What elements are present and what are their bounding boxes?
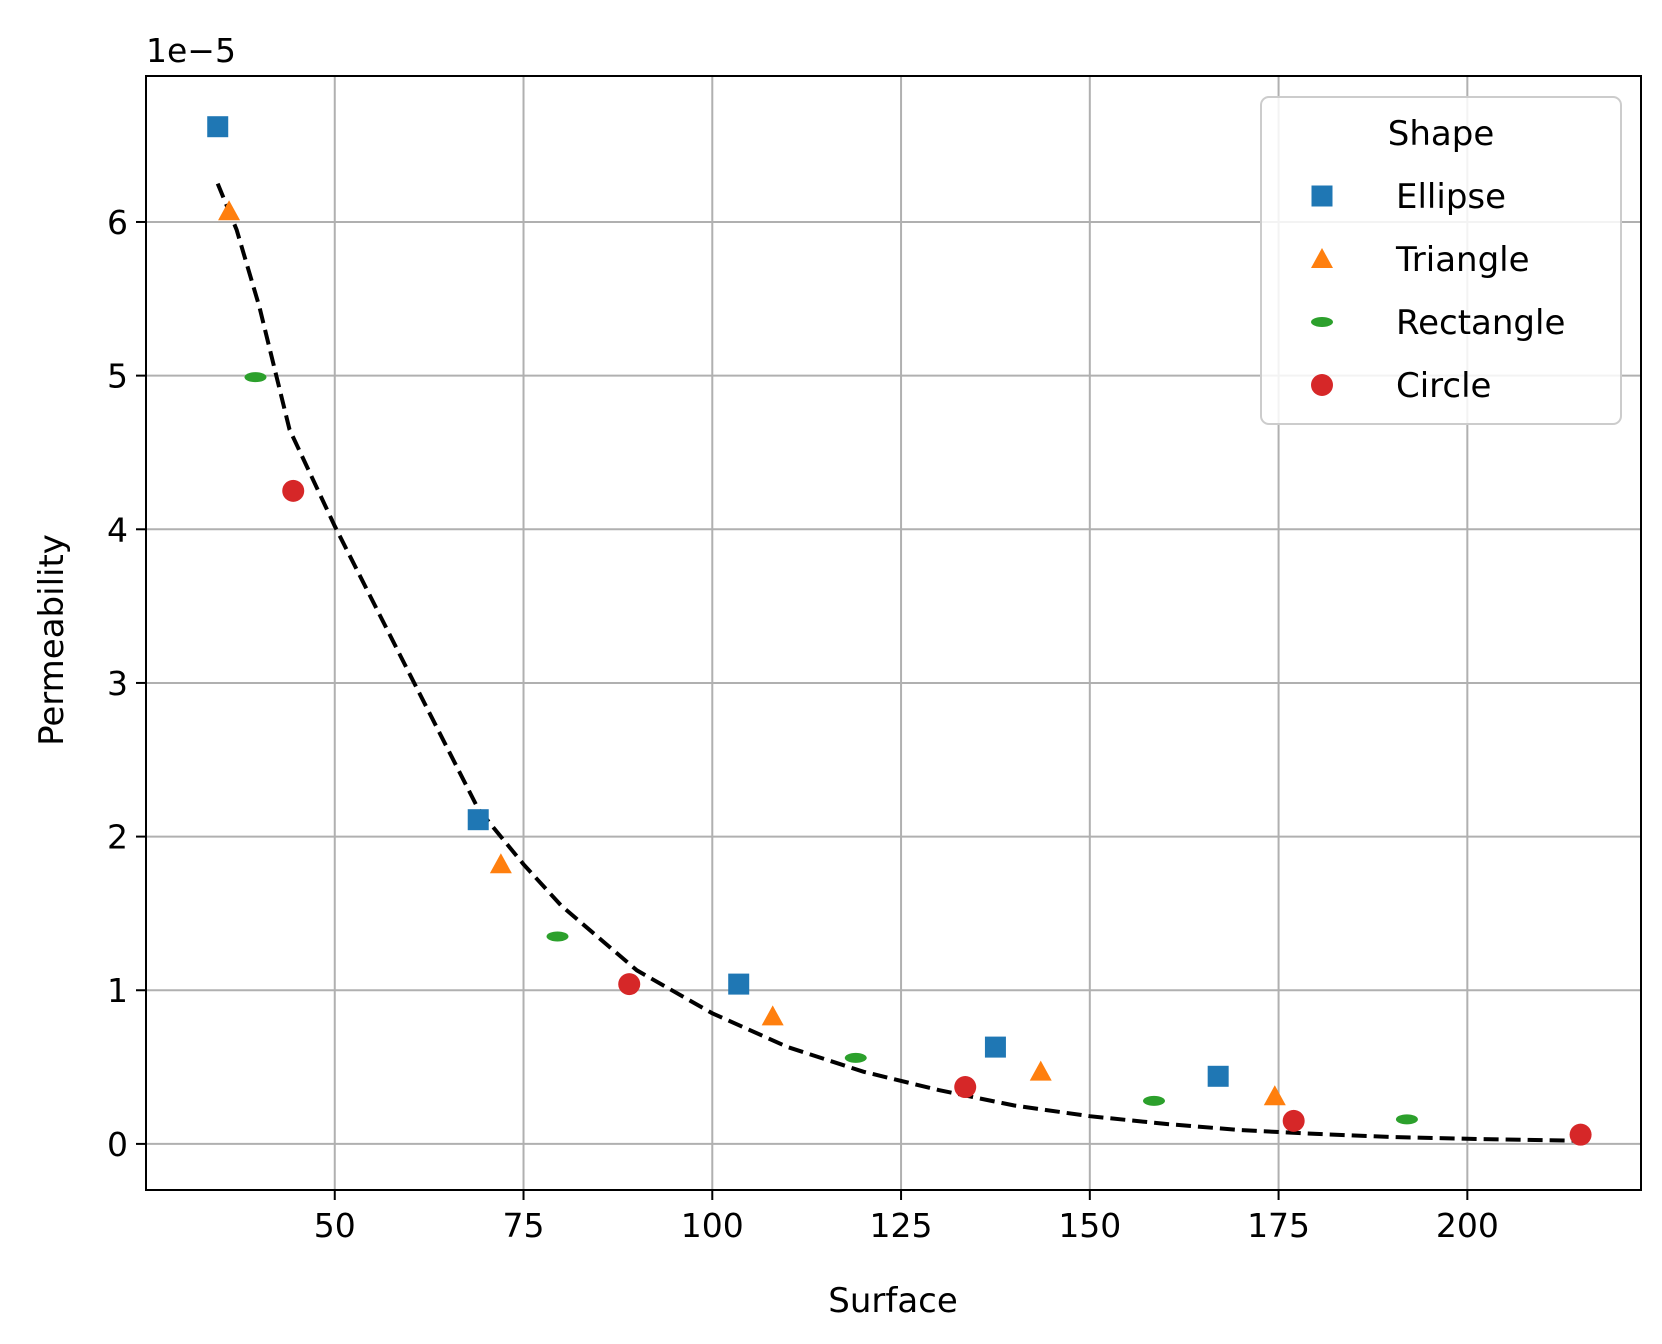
legend-marker-circle	[1311, 374, 1333, 396]
triangle-point	[1263, 1085, 1286, 1106]
x-tick-label: 50	[314, 1206, 356, 1245]
y-tick-label: 1	[107, 971, 128, 1010]
x-tick-label: 125	[870, 1206, 933, 1245]
plot-frame	[145, 75, 1642, 1191]
legend-label-ellipse: Ellipse	[1396, 177, 1506, 217]
rectangle-point	[844, 1052, 867, 1063]
y-axis-ticks: 0 1 2 3 4 5 6	[107, 203, 146, 1164]
rectangle-point	[244, 372, 267, 383]
grid-lines	[146, 76, 1641, 1190]
y-tick-label: 4	[107, 510, 128, 549]
legend-item-rectangle: Rectangle	[1311, 303, 1565, 343]
legend-item-circle: Circle	[1311, 366, 1491, 406]
y-tick-label: 3	[107, 664, 128, 703]
x-tick-label: 100	[681, 1206, 744, 1245]
ellipse-point	[1207, 1065, 1229, 1087]
legend-item-ellipse: Ellipse	[1311, 177, 1506, 217]
rectangle-point	[546, 931, 569, 942]
triangle-point	[218, 200, 241, 221]
legend-title: Shape	[1388, 114, 1494, 154]
circle-point	[1569, 1123, 1592, 1146]
rectangle-point	[1142, 1095, 1165, 1106]
data-points	[207, 116, 1592, 1146]
legend-marker-triangle	[1311, 248, 1333, 268]
legend-label-triangle: Triangle	[1395, 240, 1530, 280]
circle-point	[1282, 1109, 1305, 1132]
x-tick-label: 150	[1058, 1206, 1121, 1245]
legend-item-triangle: Triangle	[1311, 240, 1530, 280]
series-ellipse	[207, 116, 1229, 1087]
x-tick-label: 175	[1247, 1206, 1310, 1245]
x-axis-ticks: 50 75 100 125 150 175 200	[314, 1190, 1499, 1245]
y-axis-label: Permeability	[32, 534, 72, 746]
x-tick-label: 75	[503, 1206, 545, 1245]
ellipse-point	[467, 809, 489, 831]
y-tick-label: 0	[107, 1125, 128, 1164]
triangle-point	[1029, 1060, 1052, 1081]
fit-line-group	[215, 182, 1581, 1143]
rectangle-point	[1395, 1114, 1418, 1125]
circle-point	[282, 479, 305, 502]
x-axis-label: Surface	[828, 1281, 958, 1321]
ellipse-point	[728, 973, 750, 995]
series-circle	[282, 479, 1592, 1146]
legend: Shape Ellipse Triangle Rectangle Circle	[1260, 96, 1622, 425]
circle-point	[954, 1076, 977, 1099]
y-offset-label: 1e−5	[146, 31, 236, 70]
y-tick-label: 5	[107, 357, 128, 396]
legend-label-rectangle: Rectangle	[1396, 303, 1565, 343]
y-tick-label: 2	[107, 818, 128, 857]
legend-label-circle: Circle	[1396, 366, 1491, 406]
series-triangle	[218, 200, 1286, 1106]
triangle-point	[489, 853, 512, 874]
ellipse-point	[984, 1036, 1006, 1058]
fit-line	[215, 182, 1581, 1143]
ellipse-point	[207, 116, 229, 138]
y-tick-label: 6	[107, 203, 128, 242]
legend-marker-rectangle	[1311, 317, 1333, 327]
series-rectangle	[244, 372, 1418, 1125]
legend-items: Ellipse Triangle Rectangle Circle	[1311, 177, 1565, 406]
circle-point	[618, 973, 641, 996]
x-tick-label: 200	[1436, 1206, 1499, 1245]
legend-box	[1260, 96, 1622, 425]
legend-marker-ellipse	[1311, 185, 1333, 207]
triangle-point	[761, 1005, 784, 1026]
